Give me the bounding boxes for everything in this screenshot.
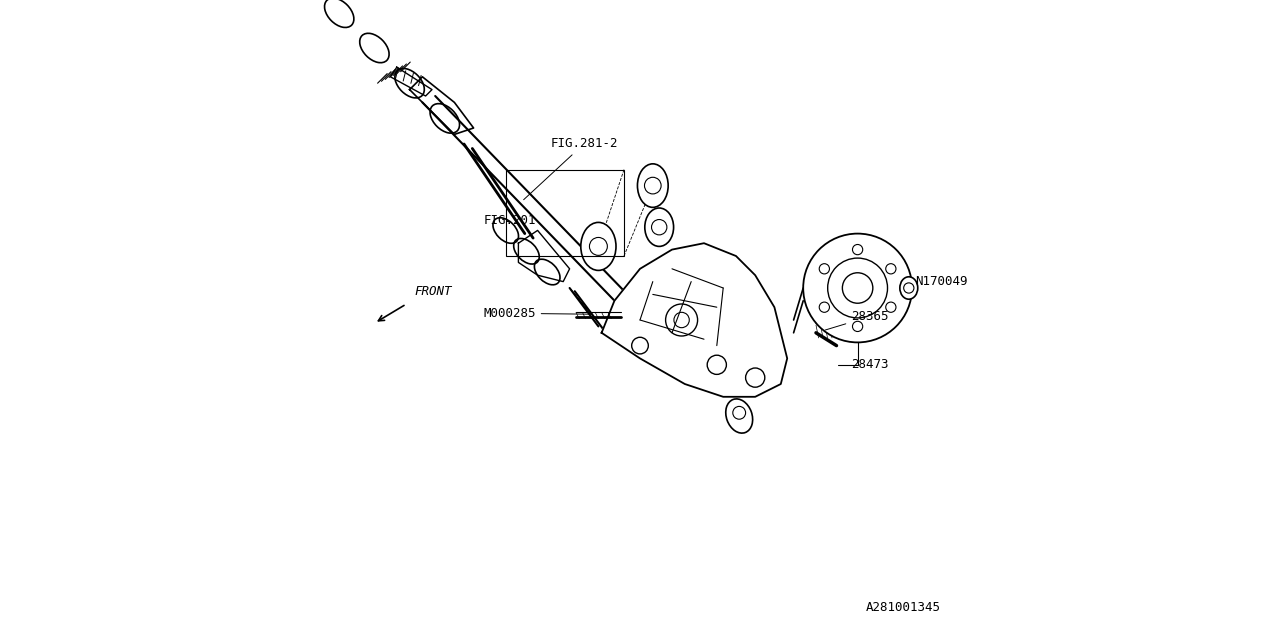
Circle shape: [804, 234, 911, 342]
Text: FIG.201: FIG.201: [484, 214, 536, 227]
Ellipse shape: [645, 208, 673, 246]
Ellipse shape: [637, 164, 668, 207]
Ellipse shape: [581, 223, 616, 271]
Ellipse shape: [726, 399, 753, 433]
Text: FRONT: FRONT: [415, 285, 452, 298]
Polygon shape: [518, 230, 570, 282]
Text: 28365: 28365: [826, 310, 888, 330]
Text: M000285: M000285: [484, 307, 593, 320]
Ellipse shape: [900, 277, 918, 300]
Text: 28473: 28473: [851, 358, 888, 371]
Polygon shape: [602, 243, 787, 397]
Text: FIG.281-2: FIG.281-2: [524, 137, 618, 200]
Text: A281001345: A281001345: [865, 602, 941, 614]
Text: N170049: N170049: [909, 275, 968, 288]
Polygon shape: [410, 77, 474, 134]
Polygon shape: [390, 67, 433, 96]
